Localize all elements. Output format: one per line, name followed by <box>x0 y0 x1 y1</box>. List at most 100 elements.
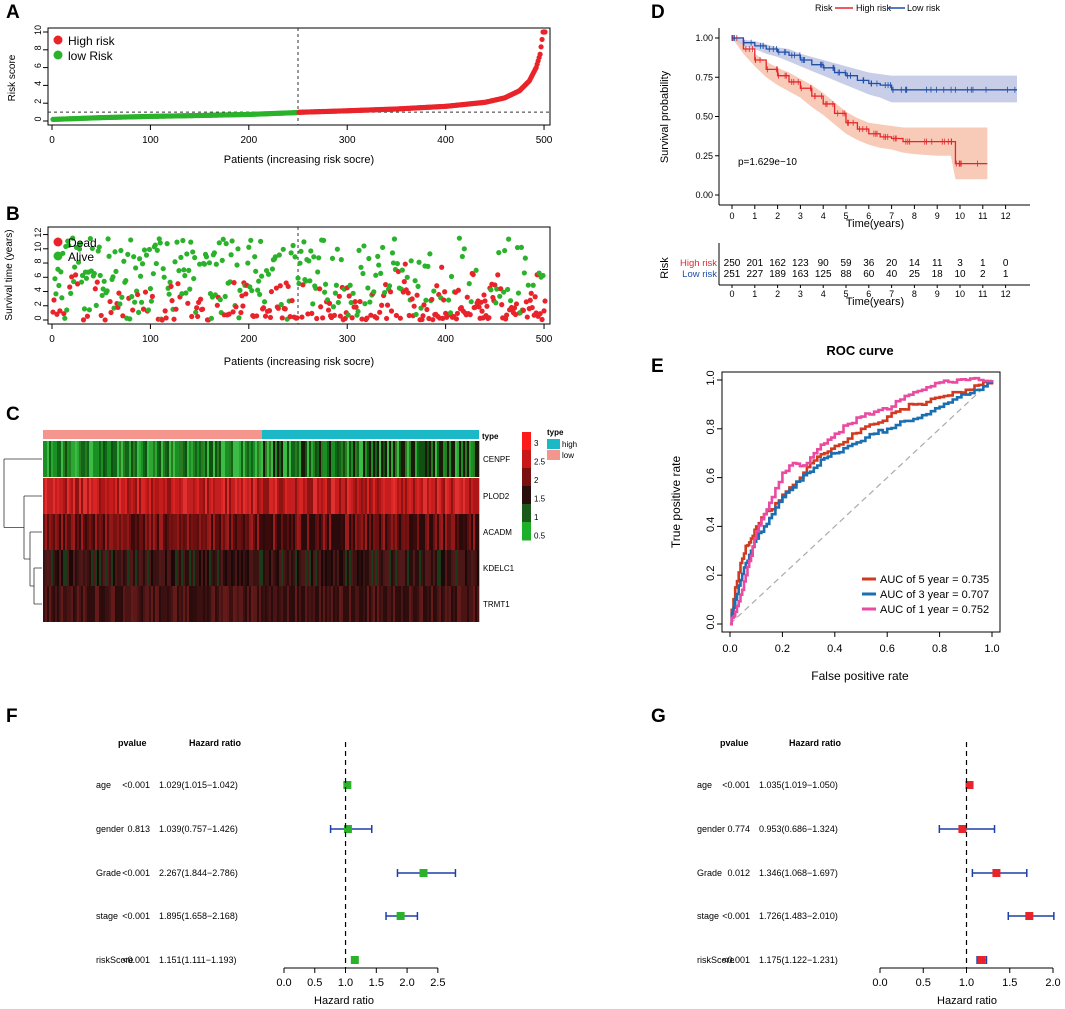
heatmap-cell <box>107 550 110 586</box>
b-point <box>499 302 505 308</box>
legend-high-risk-dot <box>53 35 63 45</box>
heatmap-cell <box>153 586 156 622</box>
heatmap-cell <box>65 586 68 622</box>
km-ci-band <box>732 38 1017 103</box>
b-point <box>255 287 261 293</box>
heatmap-cell <box>439 550 442 586</box>
heatmap-cell <box>117 550 120 586</box>
heatmap-cell <box>229 478 232 514</box>
heatmap-cell <box>239 586 242 622</box>
heatmap-cell <box>93 441 96 477</box>
risk-table-cell: 1 <box>1003 269 1009 280</box>
heatmap-cell <box>141 586 144 622</box>
forest-var-label: age <box>697 780 712 790</box>
b-point <box>176 268 182 274</box>
b-point <box>113 268 119 275</box>
heatmap-cell <box>313 441 316 477</box>
b-point <box>66 242 72 249</box>
colorbar-segment <box>522 439 531 444</box>
heatmap-cell <box>283 586 286 622</box>
b-point <box>285 283 291 290</box>
panel-b-ylabel: Survival time (years) <box>4 229 15 320</box>
heatmap-cell <box>391 441 394 477</box>
km-curve <box>732 37 988 165</box>
heatmap-cell <box>425 478 428 514</box>
heatmap-cell <box>377 550 380 586</box>
heatmap-cell <box>335 441 338 477</box>
colorbar-segment <box>522 460 531 465</box>
heatmap-cell <box>147 441 150 477</box>
a-ytick-label: 8 <box>33 45 43 50</box>
heatmap-cell <box>167 550 170 586</box>
roc-title: ROC curve <box>826 343 893 358</box>
heatmap-cell <box>113 478 116 514</box>
b-point <box>228 252 234 258</box>
roc-legend-label: AUC of 1 year = 0.752 <box>880 604 989 616</box>
heatmap-cell <box>387 550 390 586</box>
heatmap-cell <box>173 441 176 477</box>
heatmap-cell <box>317 478 320 514</box>
b-point <box>171 316 177 322</box>
colorbar-segment <box>522 518 531 523</box>
colorbar-segment <box>522 475 531 480</box>
b-point <box>51 297 57 303</box>
heatmap-cell <box>75 586 78 622</box>
b-point <box>174 239 180 245</box>
b-point <box>259 273 265 279</box>
heatmap-cell <box>215 514 218 550</box>
forest-f-header-pvalue: pvalue <box>118 738 147 748</box>
b-point <box>424 306 430 313</box>
heatmap-cell <box>315 478 318 514</box>
heatmap-cell <box>419 550 422 586</box>
panel-a-ylabel: Risk score <box>7 54 18 101</box>
b-point <box>300 282 306 288</box>
heatmap-cell <box>229 550 232 586</box>
heatmap-cell <box>373 514 376 550</box>
heatmap-cell <box>143 441 146 477</box>
heatmap-cell <box>169 441 172 477</box>
heatmap-cell <box>435 550 438 586</box>
heatmap-cell <box>363 441 366 477</box>
b-point <box>387 289 394 295</box>
b-point <box>246 244 252 250</box>
heatmap-cell <box>91 441 94 477</box>
heatmap-cell <box>211 586 214 622</box>
dendro-branch <box>3 458 42 528</box>
heatmap-cell <box>407 586 410 622</box>
heatmap-cell <box>453 514 456 550</box>
heatmap-cell <box>163 586 166 622</box>
b-point <box>402 261 408 267</box>
b-point <box>337 313 343 319</box>
heatmap-cell <box>157 514 160 550</box>
forest-hr-text: 1.039(0.757−1.426) <box>159 824 238 834</box>
heatmap-cell <box>121 514 124 550</box>
heatmap-cell <box>365 441 368 477</box>
risk-table-xtick-label: 4 <box>821 289 826 299</box>
heatmap-cell <box>257 441 260 477</box>
km-ytick-label: 1.00 <box>695 33 713 43</box>
b-point <box>146 246 153 253</box>
heatmap-cell <box>85 441 88 477</box>
b-point <box>423 297 429 303</box>
heatmap-cell <box>151 586 154 622</box>
heatmap-cell <box>281 586 284 622</box>
heatmap-type-legend-title: type <box>547 428 564 437</box>
b-point <box>384 302 391 308</box>
panel-g: pvalue Hazard ratio Hazard ratio age <0.0… <box>697 738 1061 1007</box>
heatmap-cell <box>375 550 378 586</box>
heatmap-cell <box>407 441 410 477</box>
heatmap-cell <box>341 441 344 477</box>
panel-label-a: A <box>6 2 20 23</box>
forest-var-label: age <box>96 780 111 790</box>
panel-label-d: D <box>651 2 665 23</box>
heatmap-cell <box>227 478 230 514</box>
b-point <box>157 240 163 246</box>
heatmap-cell <box>421 586 424 622</box>
km-xtick-label: 9 <box>935 211 940 221</box>
heatmap-cell <box>261 441 264 477</box>
b-point <box>414 292 420 298</box>
b-point <box>50 309 56 315</box>
heatmap-cell <box>301 441 304 477</box>
heatmap-cell <box>457 586 460 622</box>
